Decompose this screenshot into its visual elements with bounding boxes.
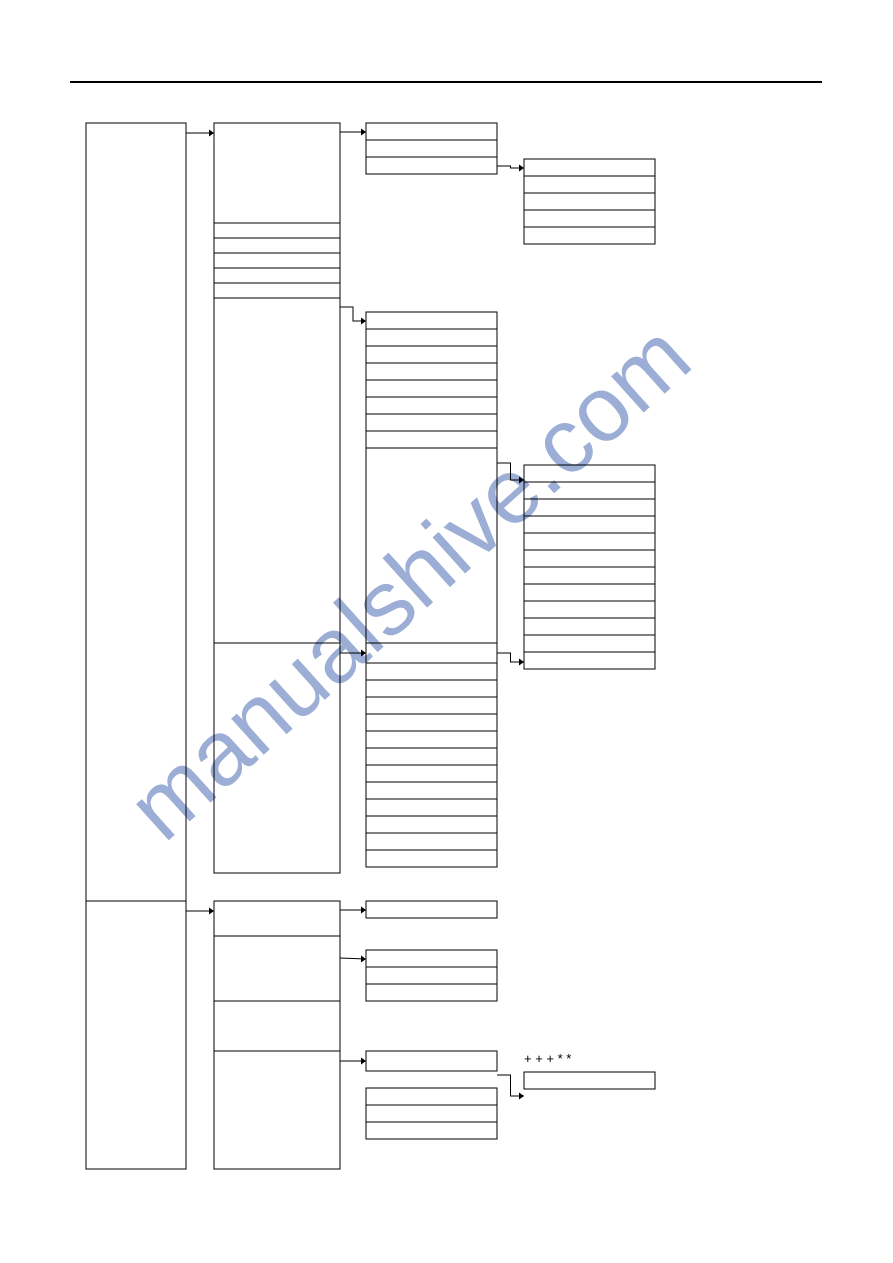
- password-marks: + + + * *: [524, 1051, 571, 1066]
- page-bg: [0, 0, 893, 1263]
